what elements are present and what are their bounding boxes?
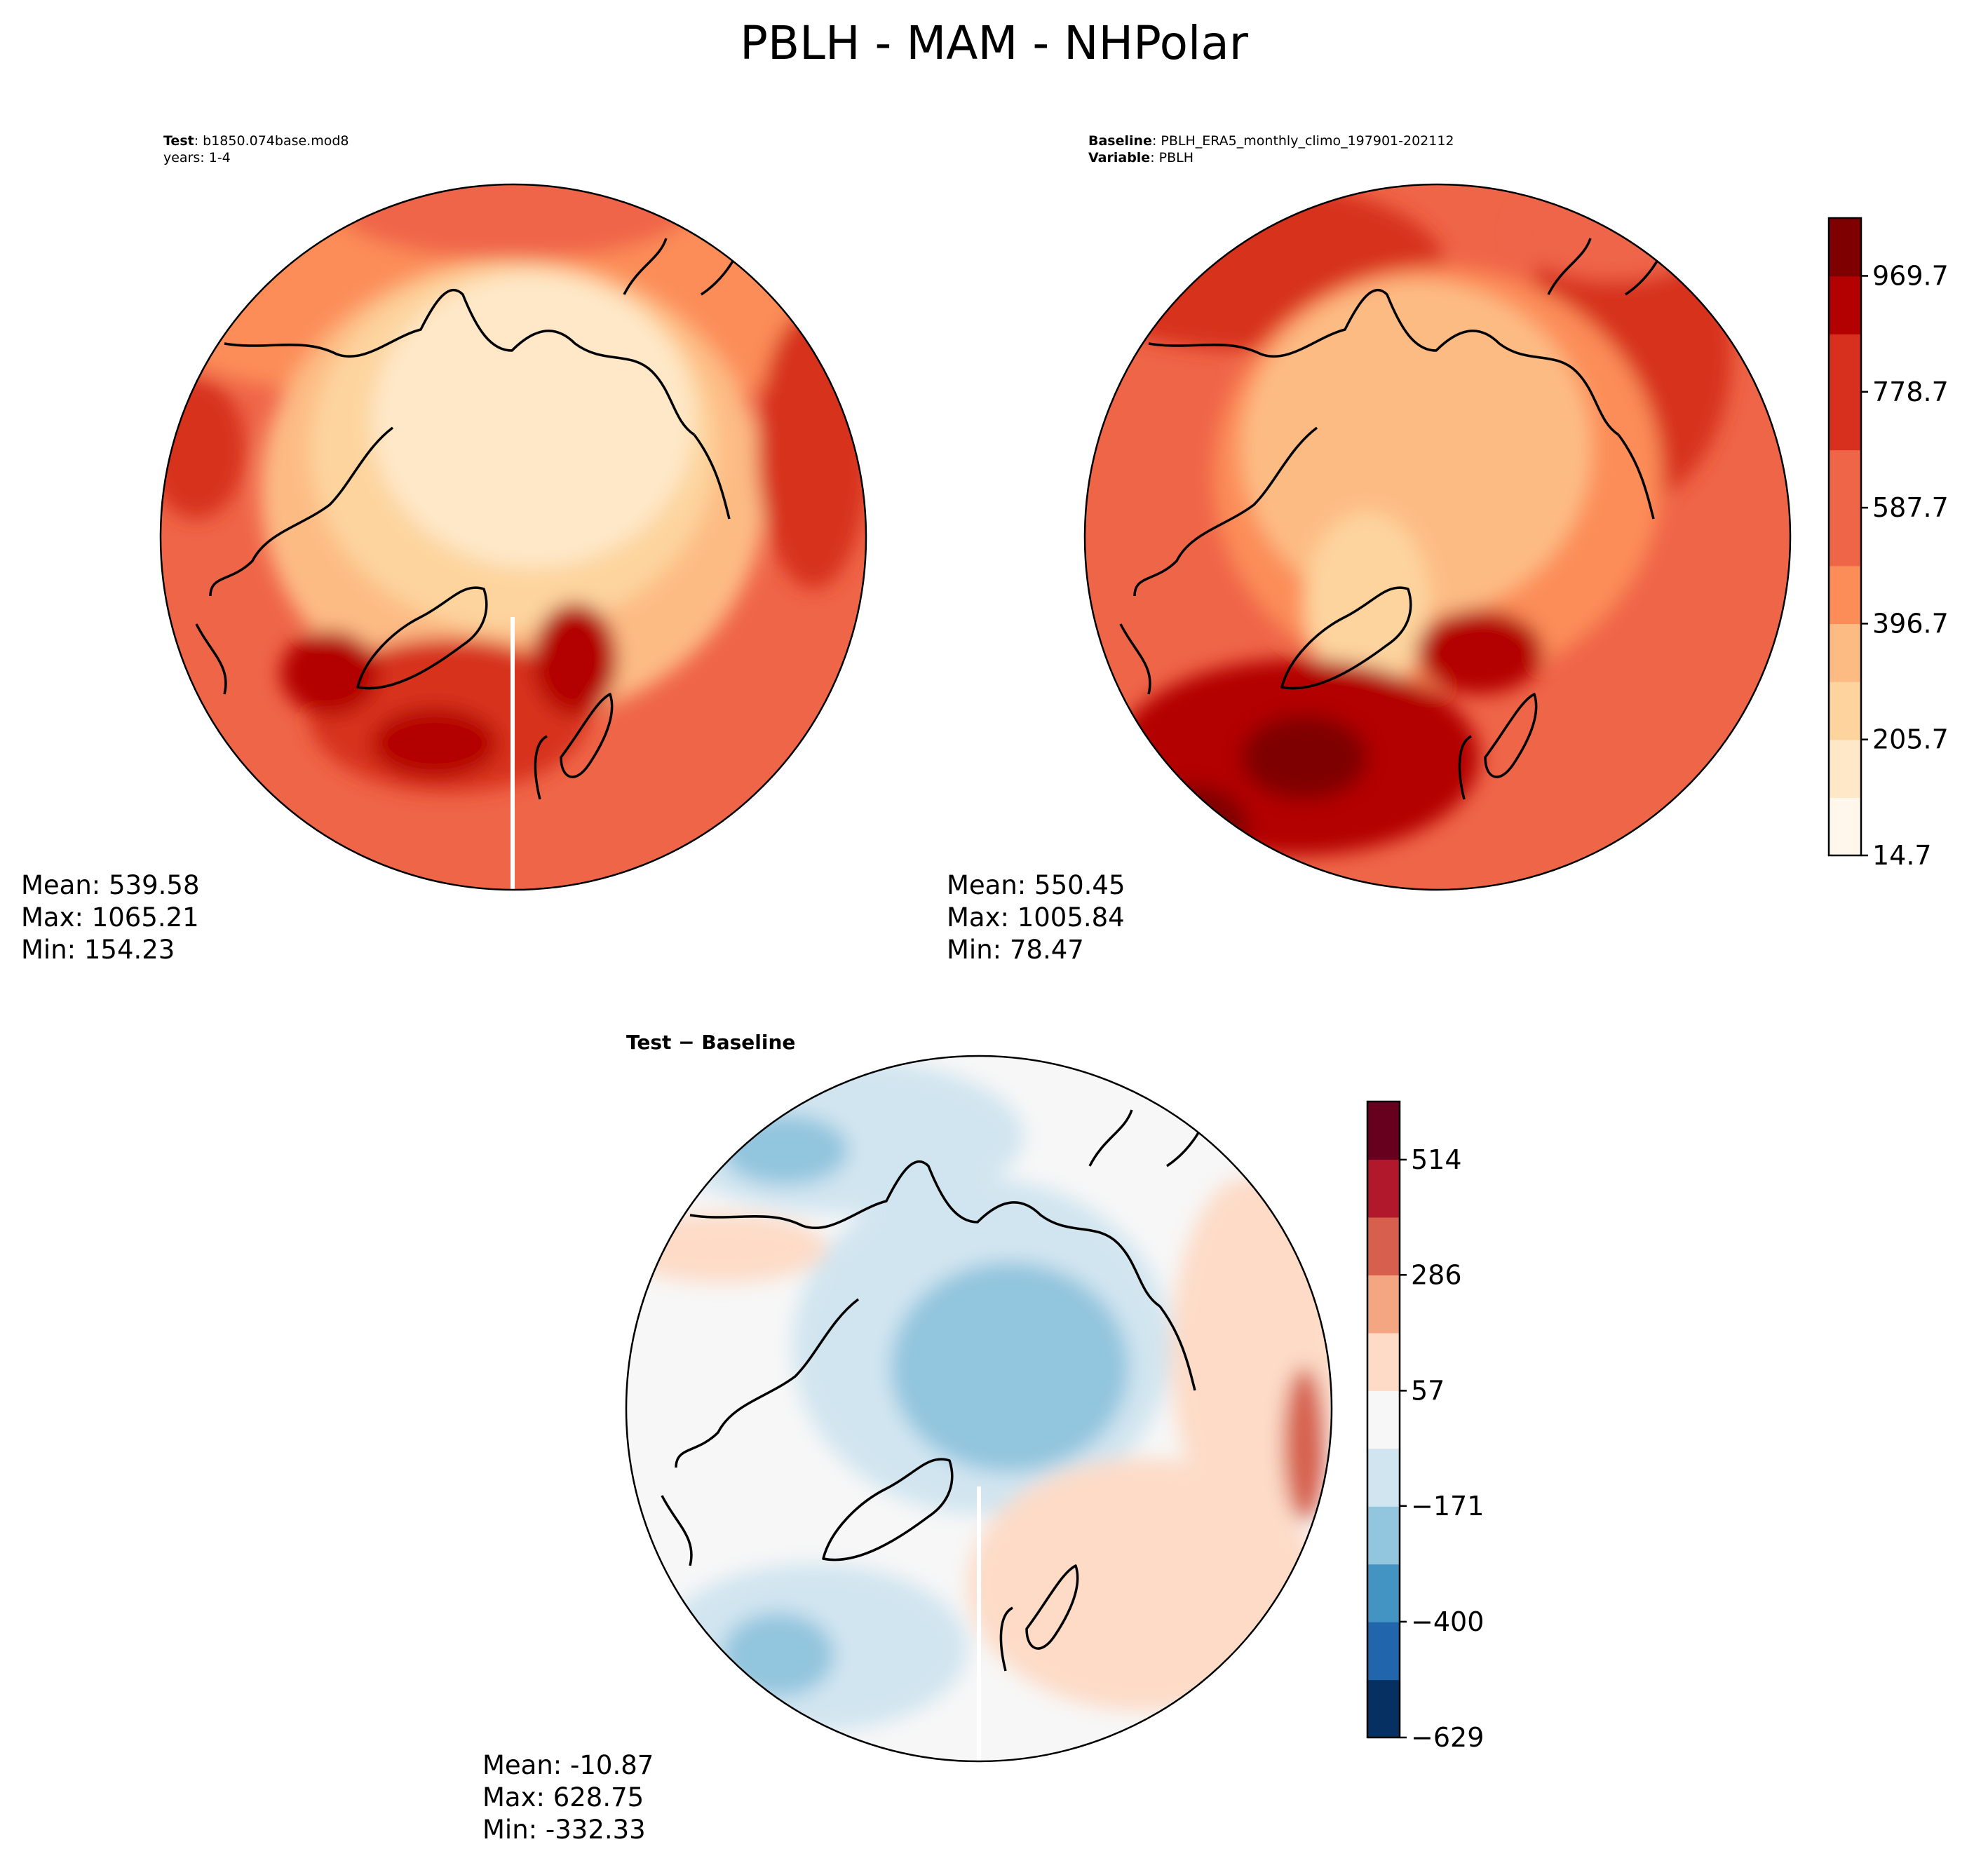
difference-colorbar-frame <box>1366 1100 1401 1739</box>
difference-colorbar-band <box>1367 1159 1400 1218</box>
baseline-map-boundary <box>1083 183 1792 891</box>
baseline-colorbar-tick-label: 396.7 <box>1872 608 1949 639</box>
difference-colorbar-tick-label: −400 <box>1411 1606 1484 1637</box>
test-map-boundary <box>159 183 867 891</box>
difference-colorbar-band <box>1367 1506 1400 1565</box>
baseline-case-name: : PBLH_ERA5_monthly_climo_197901-202112 <box>1151 133 1454 149</box>
difference-title: Test − Baseline <box>626 1031 796 1054</box>
baseline-colorbar-band <box>1829 334 1861 393</box>
baseline-mean: Mean: 550.45 <box>947 870 1125 900</box>
baseline-colorbar-tick-label: 778.7 <box>1872 377 1949 407</box>
difference-colorbar-band <box>1367 1275 1400 1334</box>
test-min: Min: 154.23 <box>21 935 175 965</box>
baseline-colorbar-tick-label: 14.7 <box>1872 840 1932 871</box>
baseline-max: Max: 1005.84 <box>947 902 1125 933</box>
difference-stats: Mean: -10.87 Max: 628.75 Min: -332.33 <box>482 1749 654 1846</box>
baseline-colorbar-tick-label: 587.7 <box>1872 492 1949 523</box>
baseline-colorbar-band <box>1829 276 1861 334</box>
baseline-map <box>1083 183 1792 891</box>
difference-colorbar-tick-label: 57 <box>1411 1375 1445 1406</box>
variable-name: : PBLH <box>1150 150 1194 165</box>
test-mean: Mean: 539.58 <box>21 870 200 900</box>
test-max: Max: 1065.21 <box>21 902 199 933</box>
baseline-colorbar-band <box>1829 449 1861 508</box>
baseline-stats: Mean: 550.45 Max: 1005.84 Min: 78.47 <box>947 869 1125 966</box>
difference-data-gap <box>977 1486 981 1761</box>
test-years: years: 1-4 <box>163 150 231 165</box>
difference-colorbar-tick-label: 514 <box>1411 1144 1462 1175</box>
test-subtitle: Test: b1850.074base.mod8 years: 1-4 <box>163 133 349 166</box>
test-label: Test <box>163 133 194 149</box>
difference-colorbar-band <box>1367 1448 1400 1507</box>
baseline-colorbar-band <box>1829 739 1861 798</box>
difference-mean: Mean: -10.87 <box>482 1750 654 1780</box>
difference-colorbar-band <box>1367 1102 1400 1160</box>
difference-map-boundary <box>625 1055 1333 1763</box>
test-data-gap <box>510 617 515 890</box>
difference-colorbar-tick-label: −171 <box>1411 1491 1484 1522</box>
difference-colorbar-tick-label: −629 <box>1411 1722 1484 1753</box>
test-stats: Mean: 539.58 Max: 1065.21 Min: 154.23 <box>21 869 200 966</box>
difference-colorbar-band <box>1367 1332 1400 1391</box>
difference-map <box>625 1055 1333 1763</box>
baseline-colorbar-tick-label: 969.7 <box>1872 260 1949 291</box>
baseline-colorbar-band <box>1829 565 1861 625</box>
difference-colorbar-band <box>1367 1622 1400 1681</box>
difference-colorbar-tick-label: 286 <box>1411 1259 1462 1290</box>
difference-colorbar-band <box>1367 1217 1400 1275</box>
baseline-colorbar-tick-label: 205.7 <box>1872 724 1949 755</box>
baseline-label: Baseline <box>1088 133 1152 149</box>
baseline-min: Min: 78.47 <box>947 935 1084 965</box>
baseline-colorbar-frame <box>1827 217 1862 857</box>
test-case-name: : b1850.074base.mod8 <box>194 133 349 149</box>
baseline-colorbar: 14.7 205.7 396.7 587.7 778.7 969.7 <box>1827 217 1949 871</box>
baseline-colorbar-band <box>1829 391 1861 451</box>
difference-colorbar-band <box>1367 1564 1400 1622</box>
baseline-colorbar-band <box>1829 682 1861 740</box>
baseline-colorbar-band <box>1829 797 1861 856</box>
variable-label: Variable <box>1088 150 1151 165</box>
baseline-subtitle: Baseline: PBLH_ERA5_monthly_climo_197901… <box>1088 133 1454 166</box>
difference-colorbar-band <box>1367 1679 1400 1738</box>
baseline-colorbar-band <box>1829 508 1861 567</box>
difference-min: Min: -332.33 <box>482 1815 646 1845</box>
difference-max: Max: 628.75 <box>482 1782 644 1813</box>
baseline-colorbar-band <box>1829 623 1861 682</box>
test-map <box>159 183 867 891</box>
figure-title: PBLH - MAM - NHPolar <box>740 16 1248 70</box>
difference-colorbar-band <box>1367 1390 1400 1449</box>
baseline-colorbar-band <box>1829 218 1861 277</box>
difference-colorbar: −629 −400 −171 57 286 514 <box>1366 1100 1484 1753</box>
